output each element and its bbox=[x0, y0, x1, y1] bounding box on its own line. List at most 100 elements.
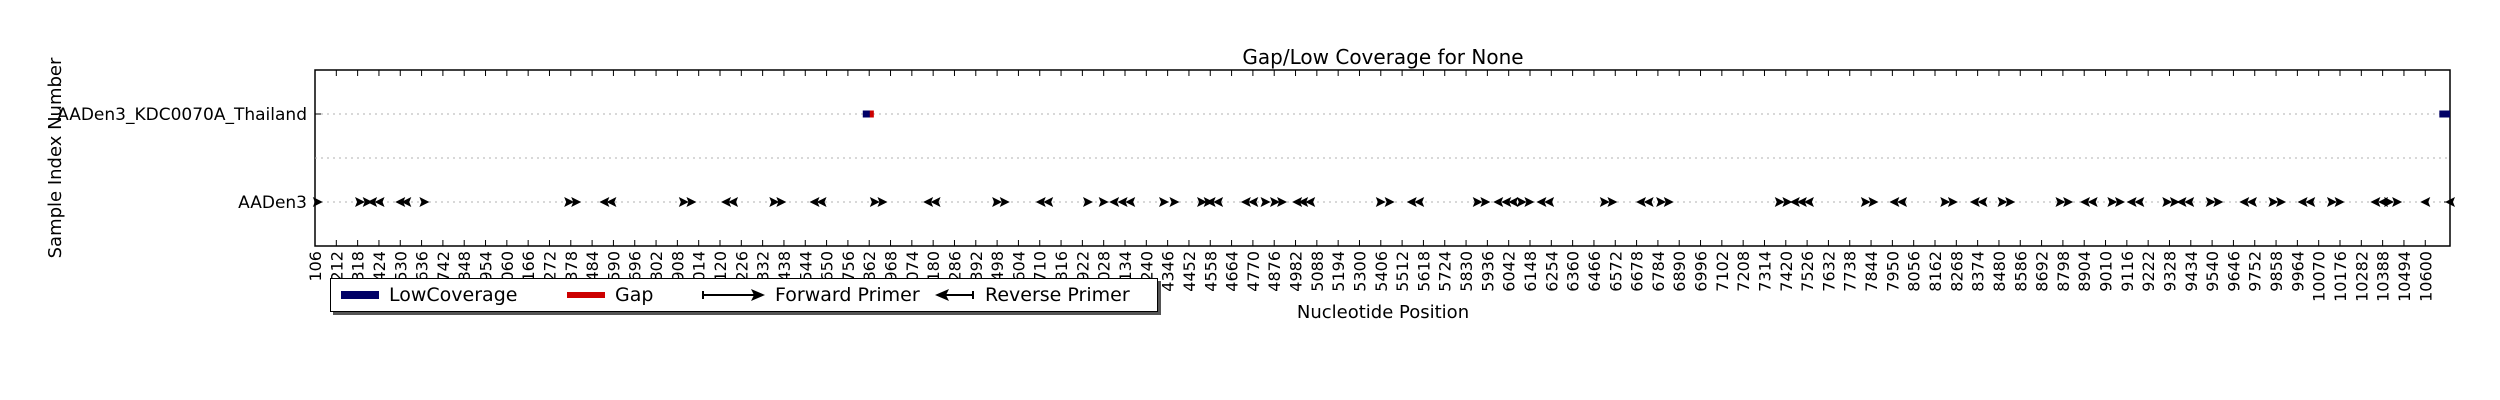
reverse-primer-marker bbox=[1501, 197, 1512, 207]
x-tick-label-95: 10176 bbox=[2331, 251, 2350, 302]
x-tick-label-45: 4876 bbox=[1265, 251, 1284, 292]
forward-primer-marker bbox=[312, 197, 323, 207]
x-tick-label-93: 9964 bbox=[2288, 251, 2307, 292]
x-tick-label-52: 5618 bbox=[1414, 251, 1433, 292]
reverse-primer-marker bbox=[395, 197, 406, 207]
x-tick-label-76: 8162 bbox=[1926, 251, 1945, 292]
x-tick-label-73: 7844 bbox=[1862, 251, 1881, 292]
x-tick-label-75: 8056 bbox=[1905, 251, 1924, 292]
x-tick-label-56: 6042 bbox=[1500, 251, 1519, 292]
x-tick-label-77: 8268 bbox=[1947, 251, 1966, 292]
forward-primer-marker bbox=[1375, 197, 1386, 207]
forward-primer-marker bbox=[2115, 197, 2126, 207]
legend-item-reverse-primer: Reverse Primer bbox=[935, 279, 1130, 311]
reverse-primer-marker bbox=[1643, 197, 1654, 207]
reverse-primer-marker bbox=[599, 197, 610, 207]
forward-primer-marker bbox=[1472, 197, 1483, 207]
forward-primer-marker bbox=[2392, 197, 2403, 207]
reverse-primer-marker bbox=[809, 197, 820, 207]
x-tick-label-67: 7208 bbox=[1734, 251, 1753, 292]
x-tick-label-74: 7950 bbox=[1883, 251, 1902, 292]
reverse-primer-marker bbox=[2080, 197, 2091, 207]
x-tick-label-89: 9540 bbox=[2203, 251, 2222, 292]
forward-primer-marker bbox=[2055, 197, 2066, 207]
legend-label-reverse-primer: Reverse Primer bbox=[985, 284, 1130, 306]
forward-primer-marker bbox=[355, 197, 366, 207]
forward-primer-marker bbox=[2005, 197, 2016, 207]
x-tick-label-91: 9752 bbox=[2246, 251, 2265, 292]
x-tick-label-94: 10070 bbox=[2310, 251, 2329, 302]
x-tick-label-78: 8374 bbox=[1969, 251, 1988, 292]
reverse-primer-marker bbox=[1493, 197, 1504, 207]
x-tick-label-3: 424 bbox=[370, 251, 389, 282]
x-tick-label-47: 5088 bbox=[1308, 251, 1327, 292]
forward-primer-marker bbox=[1524, 197, 1535, 207]
reverse-primer-marker bbox=[1636, 197, 1647, 207]
x-tick-label-57: 6148 bbox=[1521, 251, 1540, 292]
reverse-primer-marker bbox=[728, 197, 739, 207]
x-tick-label-59: 6360 bbox=[1564, 251, 1583, 292]
x-tick-label-58: 6254 bbox=[1542, 251, 1561, 292]
x-tick-label-86: 9222 bbox=[2139, 251, 2158, 292]
reverse-primer-marker bbox=[1406, 197, 1417, 207]
forward-primer-marker bbox=[1782, 197, 1793, 207]
x-tick-label-40: 4346 bbox=[1159, 251, 1178, 292]
forward-primer-marker bbox=[686, 197, 697, 207]
reverse-primer-marker bbox=[1508, 197, 1519, 207]
forward-primer-marker bbox=[1082, 197, 1093, 207]
reverse-primer-marker bbox=[2370, 197, 2381, 207]
reverse-primer-marker bbox=[1240, 197, 1251, 207]
x-tick-label-63: 6784 bbox=[1649, 251, 1668, 292]
reverse-primer-marker bbox=[1043, 197, 1054, 207]
x-tick-label-87: 9328 bbox=[2160, 251, 2179, 292]
x-tick-label-50: 5406 bbox=[1372, 251, 1391, 292]
forward-primer-marker bbox=[1098, 197, 1109, 207]
legend-item-lowcoverage: LowCoverage bbox=[341, 279, 517, 311]
forward-primer-marker bbox=[2334, 197, 2345, 207]
reverse-primer-marker bbox=[1969, 197, 1980, 207]
x-tick-label-51: 5512 bbox=[1393, 251, 1412, 292]
reverse-primer-marker bbox=[1536, 197, 1547, 207]
x-tick-label-65: 6996 bbox=[1692, 251, 1711, 292]
x-tick-label-81: 8692 bbox=[2033, 251, 2052, 292]
x-tick-label-7: 848 bbox=[455, 251, 474, 282]
reverse-primer-marker bbox=[1789, 197, 1800, 207]
forward-primer-marker bbox=[776, 197, 787, 207]
legend-label-forward-primer: Forward Primer bbox=[775, 284, 920, 306]
forward-primer-marker bbox=[2268, 197, 2279, 207]
lowcoverage-segment bbox=[2439, 110, 2450, 118]
x-tick-label-99: 10600 bbox=[2416, 251, 2435, 302]
legend-label-lowcoverage: LowCoverage bbox=[389, 284, 518, 306]
x-tick-label-90: 9646 bbox=[2224, 251, 2243, 292]
forward-primer-marker bbox=[571, 197, 582, 207]
reverse-primer-marker bbox=[2378, 197, 2389, 207]
reverse-primer-marker bbox=[1414, 197, 1425, 207]
x-tick-label-44: 4770 bbox=[1244, 251, 1263, 292]
x-tick-label-97: 10388 bbox=[2374, 251, 2393, 302]
reverse-primer-marker bbox=[1125, 197, 1136, 207]
forward-primer-marker bbox=[2162, 197, 2173, 207]
reverse-primer-marker bbox=[2126, 197, 2137, 207]
x-tick-label-96: 10282 bbox=[2352, 251, 2371, 302]
x-tick-label-42: 4558 bbox=[1201, 251, 1220, 292]
reverse-primer-marker bbox=[1897, 197, 1908, 207]
x-tick-label-85: 9116 bbox=[2118, 251, 2137, 292]
forward-primer-marker bbox=[1860, 197, 1871, 207]
forward-primer-marker bbox=[1663, 197, 1674, 207]
reverse-primer-marker bbox=[2087, 197, 2098, 207]
reverse-primer-marker bbox=[2134, 197, 2145, 207]
x-tick-label-68: 7314 bbox=[1755, 251, 1774, 292]
reverse-primer-marker bbox=[721, 197, 732, 207]
forward-primer-marker bbox=[419, 197, 430, 207]
reverse-primer-marker bbox=[401, 197, 412, 207]
x-tick-label-5: 636 bbox=[413, 251, 432, 282]
reverse-primer-marker bbox=[1205, 197, 1216, 207]
reverse-primer-marker bbox=[1298, 197, 1309, 207]
forward-primer-marker bbox=[2205, 197, 2216, 207]
lowcoverage-segment bbox=[862, 110, 871, 118]
forward-primer-marker bbox=[877, 197, 888, 207]
x-tick-label-79: 8480 bbox=[1990, 251, 2009, 292]
reverse-primer-marker bbox=[1796, 197, 1807, 207]
